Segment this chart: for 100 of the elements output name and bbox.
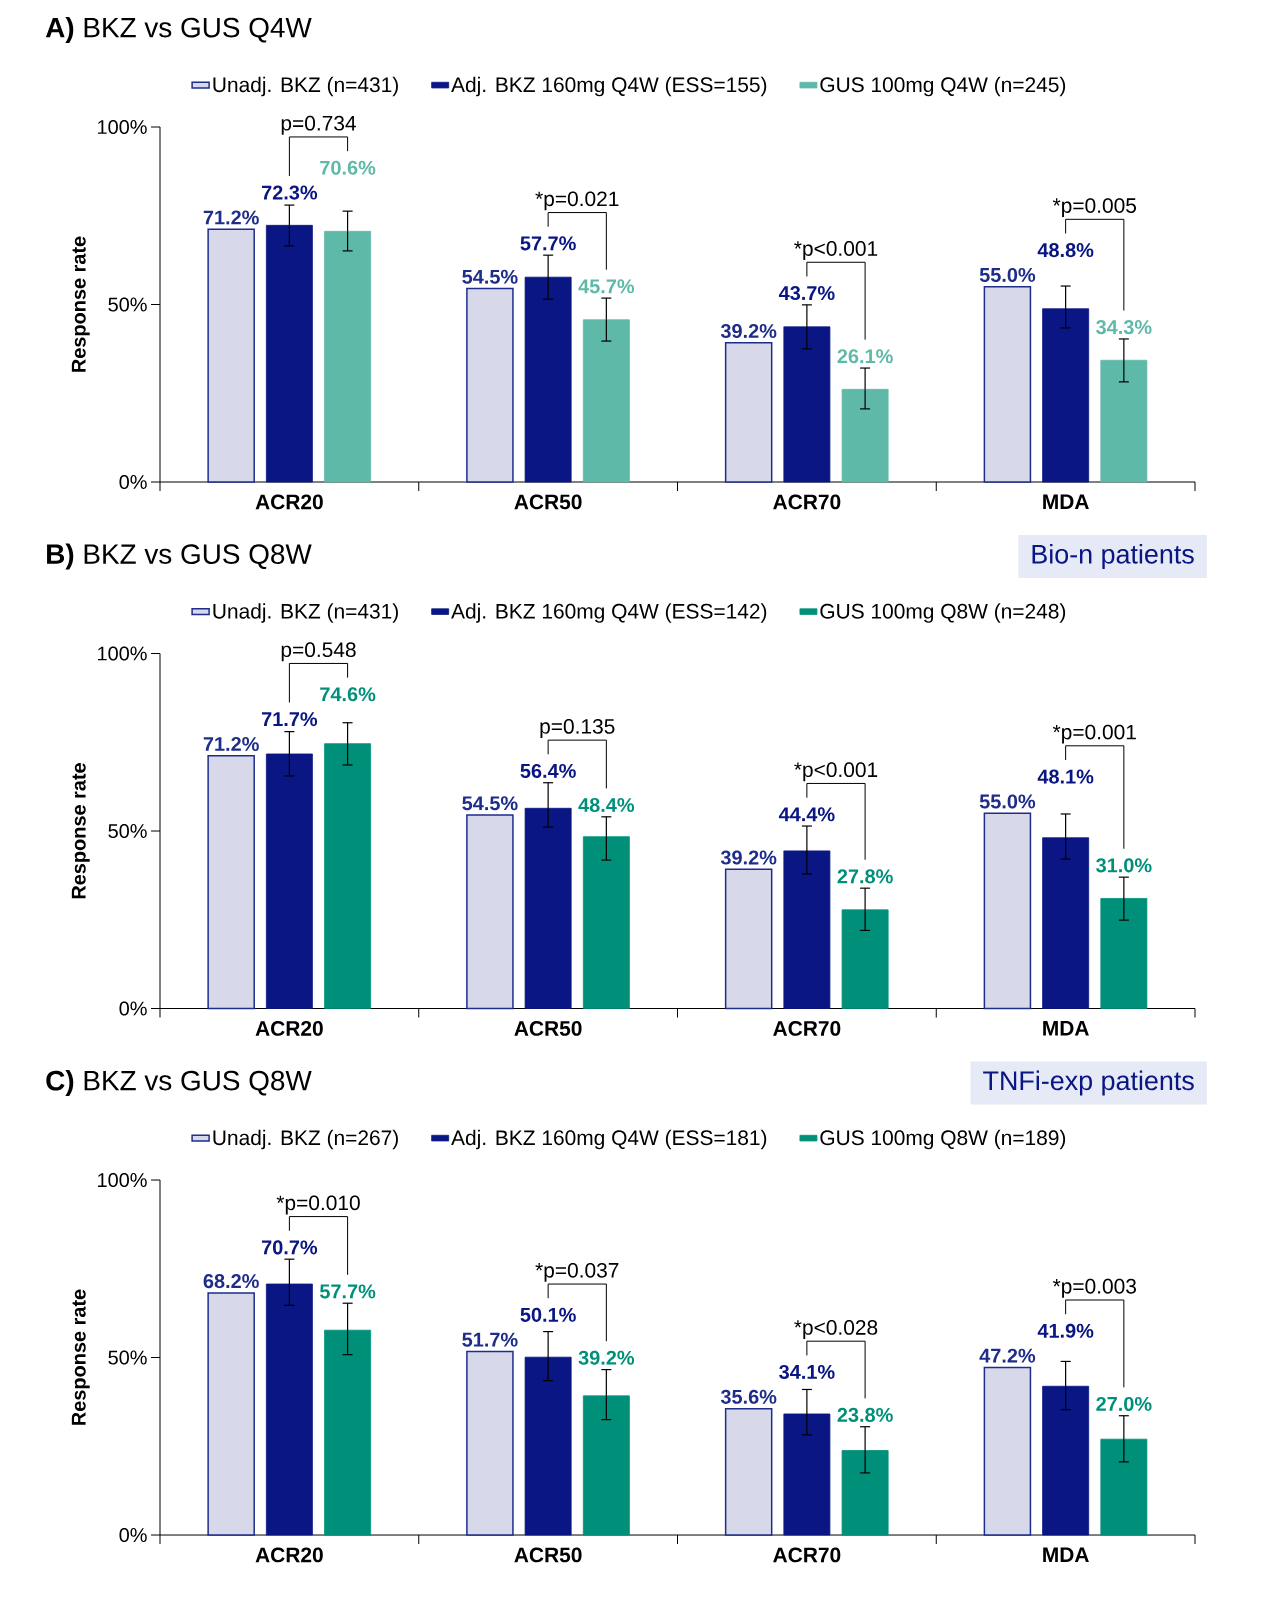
data-label: 71.2% xyxy=(203,736,259,751)
data-label: 51.7% xyxy=(462,1332,518,1347)
x-tick-label: MDA xyxy=(1043,494,1089,509)
bar xyxy=(1100,359,1148,483)
bar xyxy=(582,836,630,1009)
x-tick-label: ACR70 xyxy=(773,1547,841,1563)
data-label: 56.4% xyxy=(520,763,576,778)
bar xyxy=(783,850,831,1009)
bar xyxy=(582,319,630,483)
bar xyxy=(1042,837,1090,1009)
y-tick-label: 50% xyxy=(108,297,147,312)
bar xyxy=(466,814,514,1010)
x-tick-label: ACR50 xyxy=(514,1021,582,1036)
annotation: p=0.135 xyxy=(540,718,615,738)
data-label: 39.2% xyxy=(578,1350,635,1365)
data-label: 54.5% xyxy=(462,796,518,811)
x-tick-label: MDA xyxy=(1043,1547,1089,1562)
annotation: *p<0.001 xyxy=(794,241,878,261)
y-axis-title: Response rate xyxy=(71,236,90,372)
data-label: 57.7% xyxy=(520,236,576,251)
chart-subtitle: Bio-n patients xyxy=(1032,543,1194,570)
bar xyxy=(265,1283,313,1536)
chart-title: C) BKZ vs GUS Q8W xyxy=(46,1070,312,1097)
data-label: 27.8% xyxy=(837,869,893,884)
data-label: 34.3% xyxy=(1096,320,1152,335)
legend-label: Unadj. BKZ (n=431) xyxy=(213,603,398,623)
bar xyxy=(265,224,313,483)
data-label: 48.8% xyxy=(1037,243,1094,258)
bar xyxy=(983,812,1032,1010)
bar xyxy=(783,1413,831,1536)
legend-label: GUS 100mg Q4W (n=245) xyxy=(820,76,1066,97)
x-tick-label: ACR50 xyxy=(514,494,582,510)
bar xyxy=(841,1450,889,1536)
annotation: *p=0.001 xyxy=(1052,724,1136,744)
y-tick-label: 50% xyxy=(108,823,147,839)
bar xyxy=(524,276,572,483)
bar xyxy=(324,230,372,483)
data-label: 70.6% xyxy=(320,160,376,175)
annotation: *p=0.021 xyxy=(535,191,619,211)
data-label: 27.0% xyxy=(1096,1396,1152,1411)
bar xyxy=(724,342,773,483)
data-label: 39.2% xyxy=(720,323,777,339)
data-label: 72.3% xyxy=(261,185,318,200)
bar xyxy=(324,1329,372,1536)
data-label: 35.6% xyxy=(720,1389,777,1404)
data-label: 48.4% xyxy=(578,797,635,813)
data-label: 41.9% xyxy=(1037,1323,1094,1338)
bar xyxy=(841,909,889,1009)
legend-label: Unadj. BKZ (n=431) xyxy=(213,76,398,97)
legend-label: Adj. BKZ 160mg Q4W (ESS=181) xyxy=(451,1129,767,1150)
legend-label: GUS 100mg Q8W (n=248) xyxy=(820,603,1066,623)
data-label: 45.7% xyxy=(578,279,635,294)
bar xyxy=(524,807,572,1009)
legend-label: Adj. BKZ 160mg Q4W (ESS=155) xyxy=(451,76,767,97)
bar xyxy=(1042,1385,1090,1536)
bar xyxy=(1042,308,1090,483)
annotation: *p=0.003 xyxy=(1052,1278,1136,1298)
bar xyxy=(524,1356,572,1536)
y-tick-label: 100% xyxy=(98,646,147,661)
y-tick-label: 0% xyxy=(119,1527,147,1543)
data-label: 48.1% xyxy=(1037,769,1094,784)
legend-label: Unadj. BKZ (n=267) xyxy=(213,1129,398,1150)
bar xyxy=(207,228,255,483)
annotation: *p<0.028 xyxy=(794,1320,878,1339)
bar xyxy=(1100,1438,1148,1536)
x-tick-label: ACR20 xyxy=(255,1547,323,1563)
data-label: 70.7% xyxy=(261,1240,318,1255)
y-tick-label: 100% xyxy=(98,1172,147,1188)
data-label: 55.0% xyxy=(979,267,1036,282)
data-label: 26.1% xyxy=(837,349,893,364)
y-tick-label: 100% xyxy=(98,119,147,135)
x-tick-label: ACR20 xyxy=(255,494,323,510)
bar xyxy=(207,1292,255,1536)
bar xyxy=(207,755,255,1010)
data-label: 44.4% xyxy=(778,807,835,822)
data-label: 43.7% xyxy=(778,285,835,301)
bar xyxy=(783,326,831,483)
y-tick-label: 0% xyxy=(119,474,147,490)
annotation: p=0.734 xyxy=(281,115,356,135)
data-label: 50.1% xyxy=(520,1307,576,1322)
x-tick-label: ACR20 xyxy=(255,1021,323,1036)
data-label: 31.0% xyxy=(1096,858,1152,873)
chart-subtitle: TNFi-exp patients xyxy=(983,1070,1194,1096)
annotation: p=0.548 xyxy=(281,642,356,662)
data-label: 39.2% xyxy=(720,850,777,865)
annotation: *p<0.001 xyxy=(794,762,878,782)
bar xyxy=(724,868,773,1010)
bar xyxy=(983,1366,1032,1536)
data-label: 68.2% xyxy=(203,1274,259,1289)
data-label: 23.8% xyxy=(837,1407,893,1422)
chart-title: B) BKZ vs GUS Q8W xyxy=(47,543,312,570)
bar xyxy=(724,1407,773,1536)
data-label: 71.2% xyxy=(203,210,259,225)
data-label: 74.6% xyxy=(320,687,376,702)
x-tick-label: ACR70 xyxy=(773,1021,841,1036)
bar xyxy=(466,1350,514,1536)
data-label: 54.5% xyxy=(462,269,518,284)
data-label: 71.7% xyxy=(261,712,318,727)
y-axis-title: Response rate xyxy=(71,1289,90,1425)
y-axis-title: Response rate xyxy=(71,763,90,899)
